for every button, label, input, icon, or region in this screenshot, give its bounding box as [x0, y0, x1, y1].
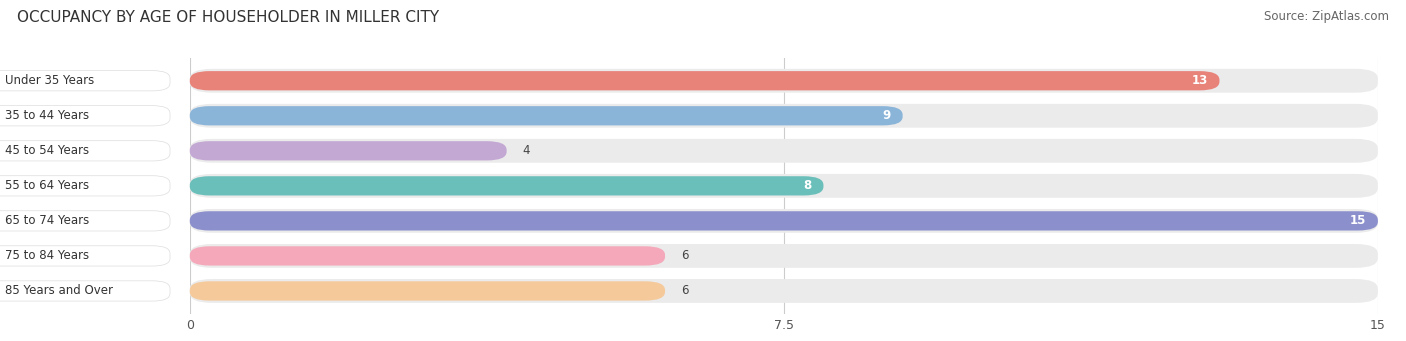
Text: 35 to 44 Years: 35 to 44 Years	[6, 109, 90, 122]
Text: 15: 15	[1350, 214, 1367, 227]
FancyBboxPatch shape	[190, 104, 1378, 128]
FancyBboxPatch shape	[190, 279, 1378, 303]
FancyBboxPatch shape	[190, 141, 506, 161]
FancyBboxPatch shape	[0, 211, 170, 231]
Text: Under 35 Years: Under 35 Years	[6, 74, 94, 87]
FancyBboxPatch shape	[190, 246, 665, 266]
Text: OCCUPANCY BY AGE OF HOUSEHOLDER IN MILLER CITY: OCCUPANCY BY AGE OF HOUSEHOLDER IN MILLE…	[17, 10, 439, 25]
FancyBboxPatch shape	[190, 106, 903, 125]
FancyBboxPatch shape	[190, 174, 1378, 198]
Text: 6: 6	[681, 284, 689, 297]
Text: 8: 8	[803, 179, 811, 192]
FancyBboxPatch shape	[0, 71, 170, 91]
Text: 65 to 74 Years: 65 to 74 Years	[6, 214, 90, 227]
FancyBboxPatch shape	[190, 209, 1378, 233]
Text: 85 Years and Over: 85 Years and Over	[6, 284, 114, 297]
FancyBboxPatch shape	[190, 71, 1219, 90]
FancyBboxPatch shape	[190, 281, 665, 300]
FancyBboxPatch shape	[0, 246, 170, 266]
Text: 13: 13	[1191, 74, 1208, 87]
FancyBboxPatch shape	[0, 106, 170, 126]
Text: 45 to 54 Years: 45 to 54 Years	[6, 144, 90, 157]
FancyBboxPatch shape	[190, 211, 1378, 231]
Text: 55 to 64 Years: 55 to 64 Years	[6, 179, 90, 192]
Text: 4: 4	[523, 144, 530, 157]
FancyBboxPatch shape	[190, 139, 1378, 163]
Text: 9: 9	[883, 109, 891, 122]
Text: 6: 6	[681, 249, 689, 263]
FancyBboxPatch shape	[190, 69, 1378, 93]
Text: Source: ZipAtlas.com: Source: ZipAtlas.com	[1264, 10, 1389, 23]
Text: 75 to 84 Years: 75 to 84 Years	[6, 249, 90, 263]
FancyBboxPatch shape	[190, 244, 1378, 268]
FancyBboxPatch shape	[0, 281, 170, 301]
FancyBboxPatch shape	[0, 141, 170, 161]
FancyBboxPatch shape	[190, 176, 824, 195]
FancyBboxPatch shape	[0, 176, 170, 196]
